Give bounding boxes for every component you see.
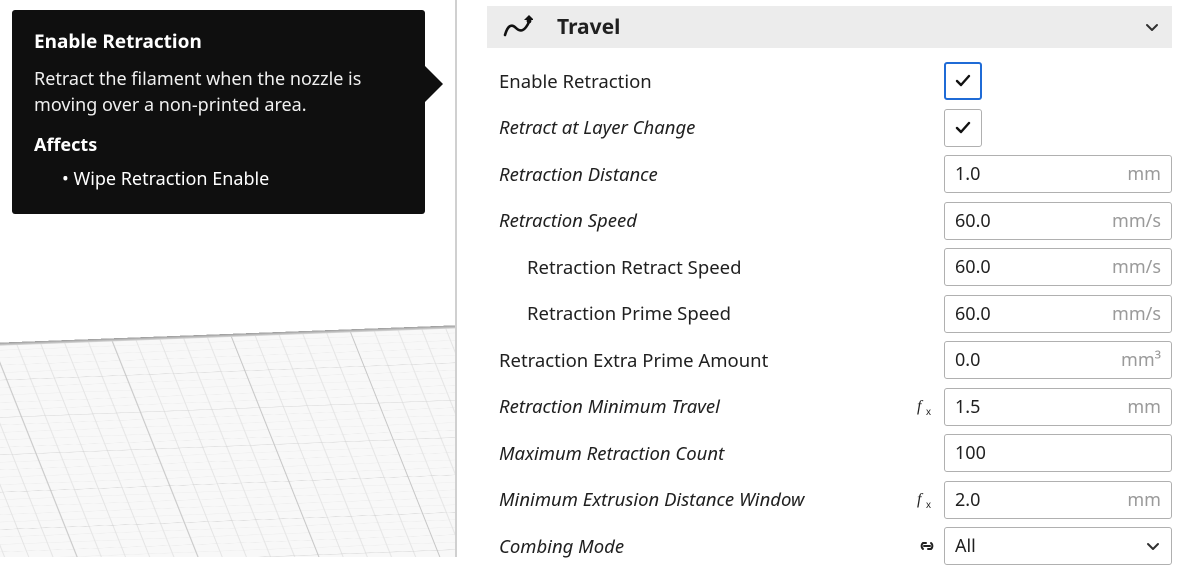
- input-value: 1.5: [955, 395, 1127, 419]
- setting-control: 1.0mm: [944, 155, 1172, 193]
- tooltip-description: Retract the filament when the nozzle is …: [34, 66, 403, 118]
- retraction_extra_prime-input[interactable]: 0.0mm³: [944, 341, 1172, 379]
- setting-label: Retract at Layer Change: [499, 115, 910, 140]
- setting-control: [944, 109, 1172, 147]
- input-unit: mm/s: [1112, 255, 1161, 279]
- build-plate-edge: [0, 318, 455, 355]
- input-unit: mm: [1127, 162, 1161, 186]
- formula-icon[interactable]: [910, 490, 944, 510]
- setting-control: 2.0mm: [944, 481, 1172, 519]
- enable_retraction-checkbox[interactable]: [944, 62, 982, 100]
- chevron-down-icon: [1145, 538, 1161, 554]
- tooltip-title: Enable Retraction: [34, 28, 403, 56]
- setting-label: Retraction Retract Speed: [499, 255, 910, 280]
- setting-control: [944, 62, 1172, 100]
- tooltip-affects-item: Wipe Retraction Enable: [62, 166, 403, 192]
- setting-label: Maximum Retraction Count: [499, 441, 910, 466]
- retraction_prime_speed-input[interactable]: 60.0mm/s: [944, 295, 1172, 333]
- setting-label: Retraction Extra Prime Amount: [499, 348, 910, 373]
- chevron-down-icon: [1144, 19, 1160, 35]
- setting-control: 60.0mm/s: [944, 248, 1172, 286]
- link-icon[interactable]: [910, 538, 944, 554]
- input-value: 60.0: [955, 255, 1112, 279]
- setting-control: 60.0mm/s: [944, 202, 1172, 240]
- select-value: All: [955, 534, 1145, 558]
- input-value: 0.0: [955, 348, 1121, 372]
- setting-control: All: [944, 527, 1172, 565]
- retraction_min_travel-input[interactable]: 1.5mm: [944, 388, 1172, 426]
- input-value: 100: [955, 441, 1161, 465]
- input-unit: mm: [1127, 488, 1161, 512]
- setting-control: 1.5mm: [944, 388, 1172, 426]
- setting-row-retraction_prime_speed: Retraction Prime Speed 60.0mm/s: [499, 291, 1172, 338]
- setting-row-retraction_distance: Retraction Distance 1.0mm: [499, 151, 1172, 198]
- input-value: 1.0: [955, 162, 1127, 186]
- setting-control: 100: [944, 434, 1172, 472]
- viewport-3d[interactable]: Enable Retraction Retract the filament w…: [0, 0, 455, 557]
- input-unit: mm/s: [1112, 302, 1161, 326]
- input-value: 60.0: [955, 302, 1112, 326]
- setting-tooltip: Enable Retraction Retract the filament w…: [12, 10, 425, 214]
- combing_mode-select[interactable]: All: [944, 527, 1172, 565]
- section-title: Travel: [557, 13, 620, 41]
- input-unit: mm/s: [1112, 209, 1161, 233]
- setting-row-retraction_speed: Retraction Speed 60.0mm/s: [499, 198, 1172, 245]
- setting-row-enable_retraction: Enable Retraction: [499, 58, 1172, 105]
- input-value: 60.0: [955, 209, 1112, 233]
- section-header-travel[interactable]: Travel: [487, 6, 1172, 48]
- setting-row-retraction_extra_prime: Retraction Extra Prime Amount 0.0mm³: [499, 337, 1172, 384]
- setting-control: 60.0mm/s: [944, 295, 1172, 333]
- setting-row-min_extrusion_dist_win: Minimum Extrusion Distance Window 2.0mm: [499, 477, 1172, 524]
- setting-label: Retraction Speed: [499, 208, 910, 233]
- retraction_distance-input[interactable]: 1.0mm: [944, 155, 1172, 193]
- tooltip-arrow: [425, 66, 443, 102]
- setting-control: 0.0mm³: [944, 341, 1172, 379]
- setting-label: Retraction Prime Speed: [499, 301, 910, 326]
- setting-label: Minimum Extrusion Distance Window: [499, 487, 910, 512]
- retraction_retract_speed-input[interactable]: 60.0mm/s: [944, 248, 1172, 286]
- min_extrusion_dist_win-input[interactable]: 2.0mm: [944, 481, 1172, 519]
- input-unit: mm: [1127, 395, 1161, 419]
- settings-panel: Travel Enable Retraction Retract at Layer…: [457, 0, 1184, 557]
- setting-row-combing_mode: Combing Mode All: [499, 523, 1172, 570]
- settings-list: Enable Retraction Retract at Layer Change…: [457, 56, 1184, 570]
- travel-icon: [501, 10, 535, 44]
- setting-label: Retraction Minimum Travel: [499, 394, 910, 419]
- input-value: 2.0: [955, 488, 1127, 512]
- tooltip-affects-heading: Affects: [34, 132, 403, 158]
- max_retraction_count-input[interactable]: 100: [944, 434, 1172, 472]
- setting-row-retract_at_layer_change: Retract at Layer Change: [499, 105, 1172, 152]
- retraction_speed-input[interactable]: 60.0mm/s: [944, 202, 1172, 240]
- setting-label: Combing Mode: [499, 534, 910, 559]
- formula-icon[interactable]: [910, 397, 944, 417]
- retract_at_layer_change-checkbox[interactable]: [944, 109, 982, 147]
- input-unit: mm³: [1121, 348, 1161, 372]
- build-plate-grid: [0, 318, 455, 557]
- setting-row-retraction_min_travel: Retraction Minimum Travel 1.5mm: [499, 384, 1172, 431]
- setting-row-max_retraction_count: Maximum Retraction Count 100: [499, 430, 1172, 477]
- setting-row-retraction_retract_speed: Retraction Retract Speed 60.0mm/s: [499, 244, 1172, 291]
- setting-label: Enable Retraction: [499, 69, 910, 94]
- setting-label: Retraction Distance: [499, 162, 910, 187]
- tooltip-affects-list: Wipe Retraction Enable: [34, 166, 403, 192]
